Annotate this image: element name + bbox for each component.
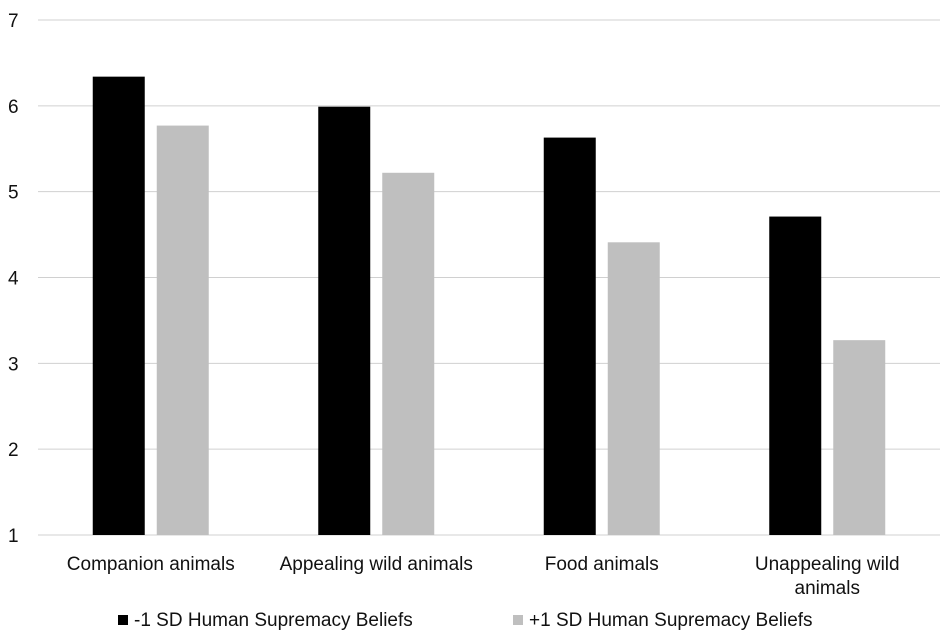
bar-minus-1sd <box>543 137 596 535</box>
y-axis-ticks: 1 2 3 4 5 6 7 <box>8 11 19 547</box>
bar-plus-1sd <box>833 340 886 535</box>
category-labels: Companion animals Appealing wild animals F… <box>67 554 900 599</box>
legend: -1 SD Human Supremacy Beliefs +1 SD Human… <box>118 610 813 631</box>
bar-minus-1sd <box>92 76 145 536</box>
y-tick-label: 7 <box>8 11 19 32</box>
y-tick-label: 2 <box>8 440 19 461</box>
category-label: Companion animals <box>67 554 235 575</box>
bar-minus-1sd <box>769 216 822 535</box>
y-tick-label: 4 <box>8 269 19 290</box>
category-label: Food animals <box>545 554 659 575</box>
legend-label: +1 SD Human Supremacy Beliefs <box>529 610 813 631</box>
legend-swatch <box>513 615 523 625</box>
y-tick-label: 3 <box>8 354 19 375</box>
category-label: Unappealing wild <box>755 554 900 575</box>
y-tick-label: 5 <box>8 183 19 204</box>
y-tick-label: 1 <box>8 526 19 547</box>
legend-swatch <box>118 615 128 625</box>
bar-plus-1sd <box>156 125 209 535</box>
y-tick-label: 6 <box>8 97 19 118</box>
bar-minus-1sd <box>318 106 371 536</box>
category-label: animals <box>795 578 860 599</box>
legend-label: -1 SD Human Supremacy Beliefs <box>134 610 413 631</box>
bars <box>92 76 886 536</box>
bar-plus-1sd <box>607 242 660 535</box>
bar-plus-1sd <box>382 172 435 536</box>
category-label: Appealing wild animals <box>280 554 473 575</box>
